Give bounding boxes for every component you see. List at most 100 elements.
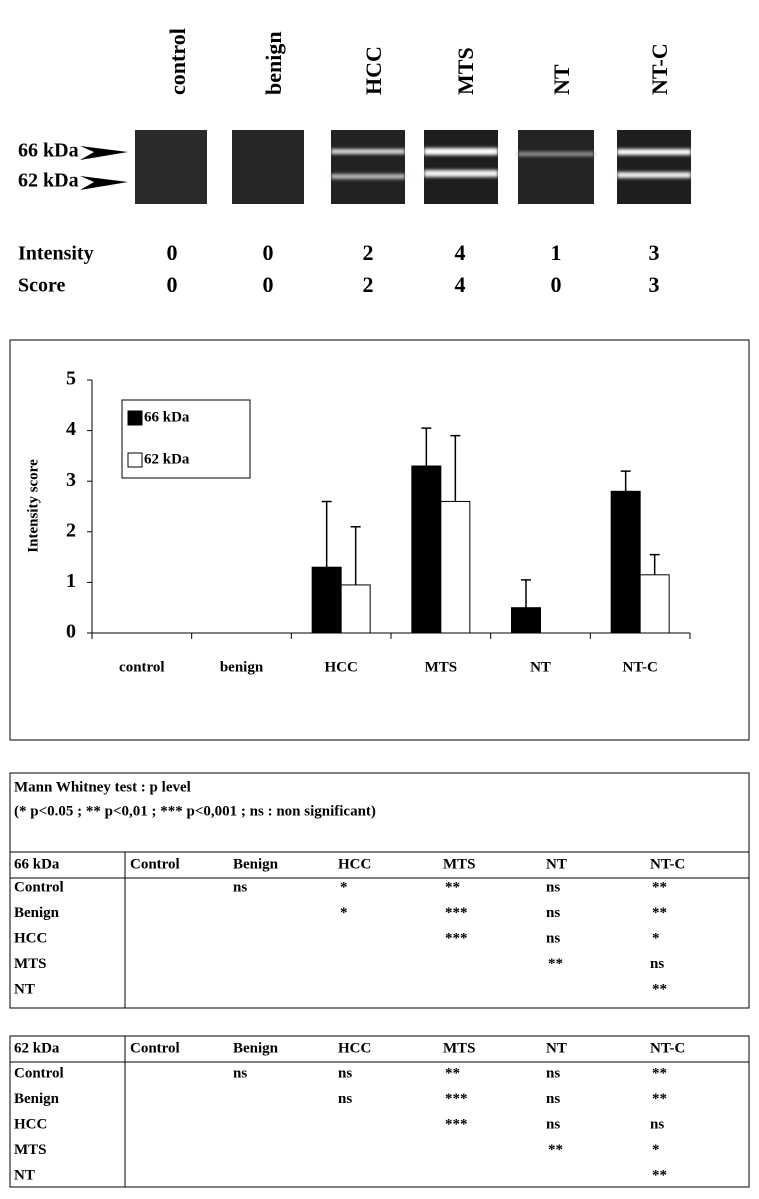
y-tick-label: 1 [66, 570, 76, 592]
x-tick-label: control [119, 659, 165, 675]
table-header: Benign [233, 856, 279, 872]
score-value: 3 [649, 272, 660, 297]
table-cell: *** [445, 1116, 468, 1132]
table-cell: ** [445, 879, 460, 895]
lane-label: NT-C [647, 43, 672, 95]
table-header: NT [546, 856, 567, 872]
table-cell: ns [338, 1065, 352, 1081]
y-axis-label: Intensity score [25, 459, 41, 553]
table-header: 66 kDa [14, 856, 60, 872]
score-value: 0 [167, 272, 178, 297]
table-cell: * [340, 905, 348, 921]
table-cell: ** [652, 879, 667, 895]
table-cell: ns [650, 1116, 664, 1132]
table-cell: ** [652, 981, 667, 997]
legend-swatch [127, 410, 143, 426]
score-value: 3 [649, 240, 660, 265]
table-header: Control [130, 1040, 180, 1056]
table-cell: ns [546, 879, 560, 895]
row-header: Benign [14, 905, 60, 921]
error-bar [620, 470, 631, 492]
bar [610, 490, 641, 634]
y-tick-label: 2 [66, 519, 76, 541]
row-header: HCC [14, 1116, 47, 1132]
table-header: Control [130, 856, 180, 872]
score-value: 0 [551, 272, 562, 297]
x-tick-label: benign [220, 659, 264, 675]
row-label: Intensity [18, 243, 94, 265]
score-value: 2 [363, 240, 374, 265]
lane-label: NT [549, 64, 574, 95]
table-cell: ** [652, 1065, 667, 1081]
bar [440, 500, 471, 634]
error-bar [321, 500, 332, 568]
lane-label: HCC [361, 46, 386, 95]
table-cell: *** [445, 1091, 468, 1107]
bar [639, 574, 670, 634]
chart-frame [9, 339, 750, 741]
error-bar [450, 434, 461, 502]
lane-label: control [165, 28, 190, 95]
table-cell: ns [233, 879, 247, 895]
table-header: Benign [233, 1040, 279, 1056]
marker-label: 66 kDa [18, 140, 79, 162]
table-cell: ** [652, 1091, 667, 1107]
bar [511, 607, 541, 634]
table-cell: * [652, 930, 660, 946]
legend-box [121, 399, 251, 479]
score-value: 1 [551, 240, 562, 265]
score-value: 4 [455, 240, 466, 265]
row-header: HCC [14, 930, 47, 946]
bar [340, 584, 371, 634]
table-cell: ** [548, 1142, 563, 1158]
table-cell: ns [650, 956, 664, 972]
bar [311, 566, 342, 634]
row-header: NT [14, 981, 35, 997]
table-cell: ns [546, 1116, 560, 1132]
error-bar [350, 525, 361, 585]
x-tick-label: MTS [425, 659, 458, 675]
marker-label: 62 kDa [18, 170, 79, 192]
table-header: HCC [338, 1040, 371, 1056]
x-tick-label: NT [530, 659, 551, 675]
lane-label: MTS [453, 47, 478, 95]
table-header: NT-C [650, 1040, 685, 1056]
score-value: 2 [363, 272, 374, 297]
lane-label: benign [261, 31, 286, 95]
table-cell: ns [546, 1065, 560, 1081]
table-cell: ns [233, 1065, 247, 1081]
y-tick-label: 5 [66, 368, 76, 390]
gel-images [80, 130, 691, 204]
table-note: (* p<0.05 ; ** p<0,01 ; *** p<0,001 ; ns… [14, 803, 376, 819]
table-header: NT-C [650, 856, 685, 872]
table-cell: ** [445, 1065, 460, 1081]
x-tick-label: HCC [324, 659, 357, 675]
table-cell: * [652, 1142, 660, 1158]
table-header: NT [546, 1040, 567, 1056]
bar [411, 465, 442, 634]
table-header: MTS [443, 856, 476, 872]
row-header: MTS [14, 956, 47, 972]
row-header: Control [14, 1065, 64, 1081]
y-tick-label: 0 [66, 621, 76, 643]
legend-label: 66 kDa [144, 409, 190, 425]
table-cell: ns [338, 1091, 352, 1107]
legend-swatch [127, 452, 143, 468]
table-frames [9, 772, 750, 1188]
table-cell: ns [546, 930, 560, 946]
score-value: 0 [167, 240, 178, 265]
legend-label: 62 kDa [144, 451, 190, 467]
error-bar [521, 579, 531, 608]
table-cell: ns [546, 1091, 560, 1107]
y-tick-label: 3 [66, 469, 76, 491]
table-title: Mann Whitney test : p level [14, 779, 191, 795]
table-cell: ** [548, 956, 563, 972]
score-value: 4 [455, 272, 466, 297]
y-tick-label: 4 [66, 418, 76, 440]
error-bar [421, 427, 432, 467]
table-header: 62 kDa [14, 1040, 60, 1056]
table-cell: ** [652, 1167, 667, 1183]
table-cell: ** [652, 905, 667, 921]
table-cell: *** [445, 930, 468, 946]
